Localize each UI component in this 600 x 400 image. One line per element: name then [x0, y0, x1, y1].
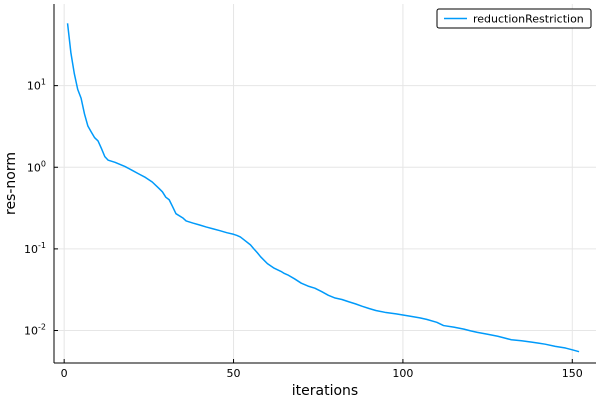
legend-box	[436, 8, 592, 29]
grid	[54, 4, 596, 363]
y-tick-label-1: 10-1	[24, 241, 46, 256]
legend: reductionRestriction	[436, 8, 592, 29]
ticks: 0 50 100 150 10-2 10-1 100 101	[24, 78, 583, 380]
x-axis-label: iterations	[292, 383, 358, 399]
x-tick-label-2: 100	[392, 367, 413, 380]
x-tick-label-0: 0	[61, 367, 68, 380]
y-tick-label-2: 100	[27, 159, 46, 174]
legend-label: reductionRestriction	[473, 13, 584, 26]
y-tick-label-3: 101	[27, 78, 46, 93]
series-line-0	[66, 23, 580, 353]
x-tick-label-3: 150	[562, 367, 583, 380]
series-layer	[66, 23, 580, 353]
y-tick-label-0: 10-2	[24, 323, 46, 338]
axes	[53, 4, 596, 364]
x-tick-label-1: 50	[227, 367, 241, 380]
y-axis-label: res-norm	[3, 152, 19, 215]
